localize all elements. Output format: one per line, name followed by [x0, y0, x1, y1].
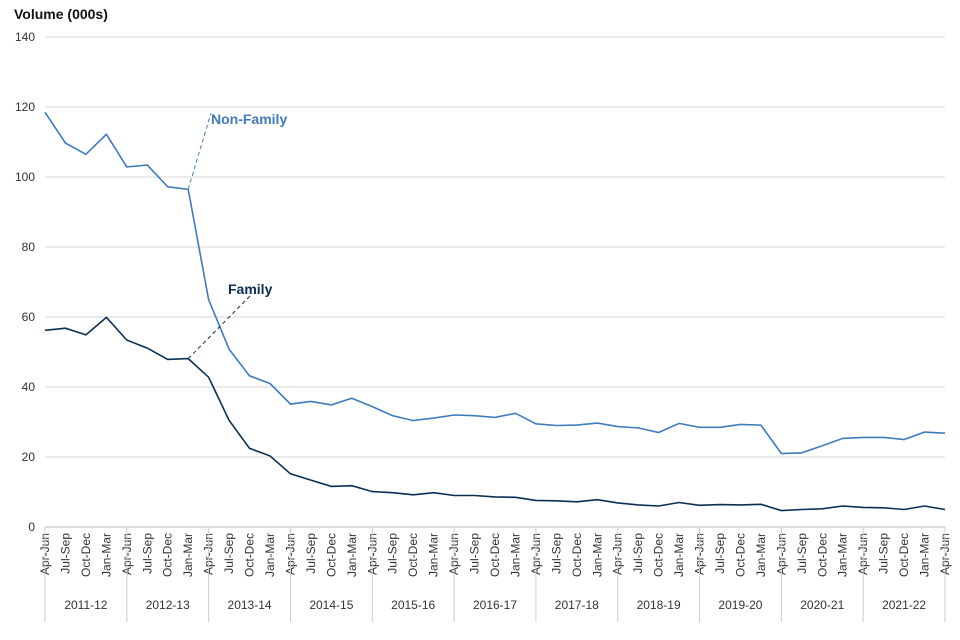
x-tick-label: Jan-Mar [181, 533, 195, 577]
x-tick-label: Jan-Mar [672, 533, 686, 577]
x-tick-label: Jan-Mar [836, 533, 850, 577]
x-tick-label: Oct-Dec [161, 533, 175, 577]
x-tick-label: Jul-Sep [877, 533, 891, 574]
x-tick-label: Jul-Sep [468, 533, 482, 574]
x-tick-label: Oct-Dec [79, 533, 93, 577]
series-label-family: Family [228, 281, 273, 297]
y-tick-label: 60 [22, 310, 36, 324]
x-tick-label: Oct-Dec [815, 533, 829, 577]
year-label: 2016-17 [473, 598, 517, 612]
family-leader-line [187, 295, 251, 360]
y-tick-label: 40 [22, 380, 36, 394]
x-tick-label: Oct-Dec [406, 533, 420, 577]
x-tick-label: Jul-Sep [386, 533, 400, 574]
non-family-leader-line [187, 112, 212, 190]
x-tick-label: Oct-Dec [652, 533, 666, 577]
x-tick-label: Jan-Mar [754, 533, 768, 577]
x-tick-label: Jul-Sep [549, 533, 563, 574]
x-tick-label: Jul-Sep [222, 533, 236, 574]
y-tick-label: 100 [15, 170, 35, 184]
x-tick-label: Jan-Mar [508, 533, 522, 577]
year-label: 2015-16 [391, 598, 435, 612]
x-tick-label: Jan-Mar [427, 533, 441, 577]
series-label-non-family: Non-Family [211, 111, 287, 127]
x-tick-label: Oct-Dec [733, 533, 747, 577]
x-tick-label: Jul-Sep [140, 533, 154, 574]
y-tick-label: 0 [28, 520, 35, 534]
year-label: 2021-22 [882, 598, 926, 612]
x-tick-label: Jan-Mar [99, 533, 113, 577]
x-tick-label: Jan-Mar [590, 533, 604, 577]
x-tick-label: Jul-Sep [713, 533, 727, 574]
year-label: 2014-15 [309, 598, 353, 612]
y-tick-label: 20 [22, 450, 36, 464]
year-label: 2011-12 [64, 598, 107, 612]
x-tick-label: Oct-Dec [897, 533, 911, 577]
series-line-family [44, 316, 946, 512]
x-tick-label: Jan-Mar [345, 533, 359, 577]
x-tick-label: Oct-Dec [243, 533, 257, 577]
y-axis-title: Volume (000s) [14, 6, 108, 22]
series-line-non-family [44, 111, 946, 455]
year-label: 2013-14 [228, 598, 272, 612]
y-tick-label: 80 [22, 240, 36, 254]
y-tick-label: 120 [15, 100, 35, 114]
year-label: 2012-13 [146, 598, 190, 612]
x-tick-label: Jul-Sep [631, 533, 645, 574]
year-label: 2020-21 [800, 598, 844, 612]
x-tick-label: Jul-Sep [304, 533, 318, 574]
year-label: 2017-18 [555, 598, 599, 612]
year-label: 2018-19 [637, 598, 681, 612]
x-tick-label: Jan-Mar [918, 533, 932, 577]
x-tick-label: Oct-Dec [570, 533, 584, 577]
x-tick-label: Oct-Dec [324, 533, 338, 577]
x-tick-label: Jul-Sep [58, 533, 72, 574]
x-tick-label: Jan-Mar [263, 533, 277, 577]
x-tick-label: Jul-Sep [795, 533, 809, 574]
y-tick-label: 140 [15, 30, 35, 44]
year-label: 2019-20 [718, 598, 762, 612]
x-tick-label: Oct-Dec [488, 533, 502, 577]
